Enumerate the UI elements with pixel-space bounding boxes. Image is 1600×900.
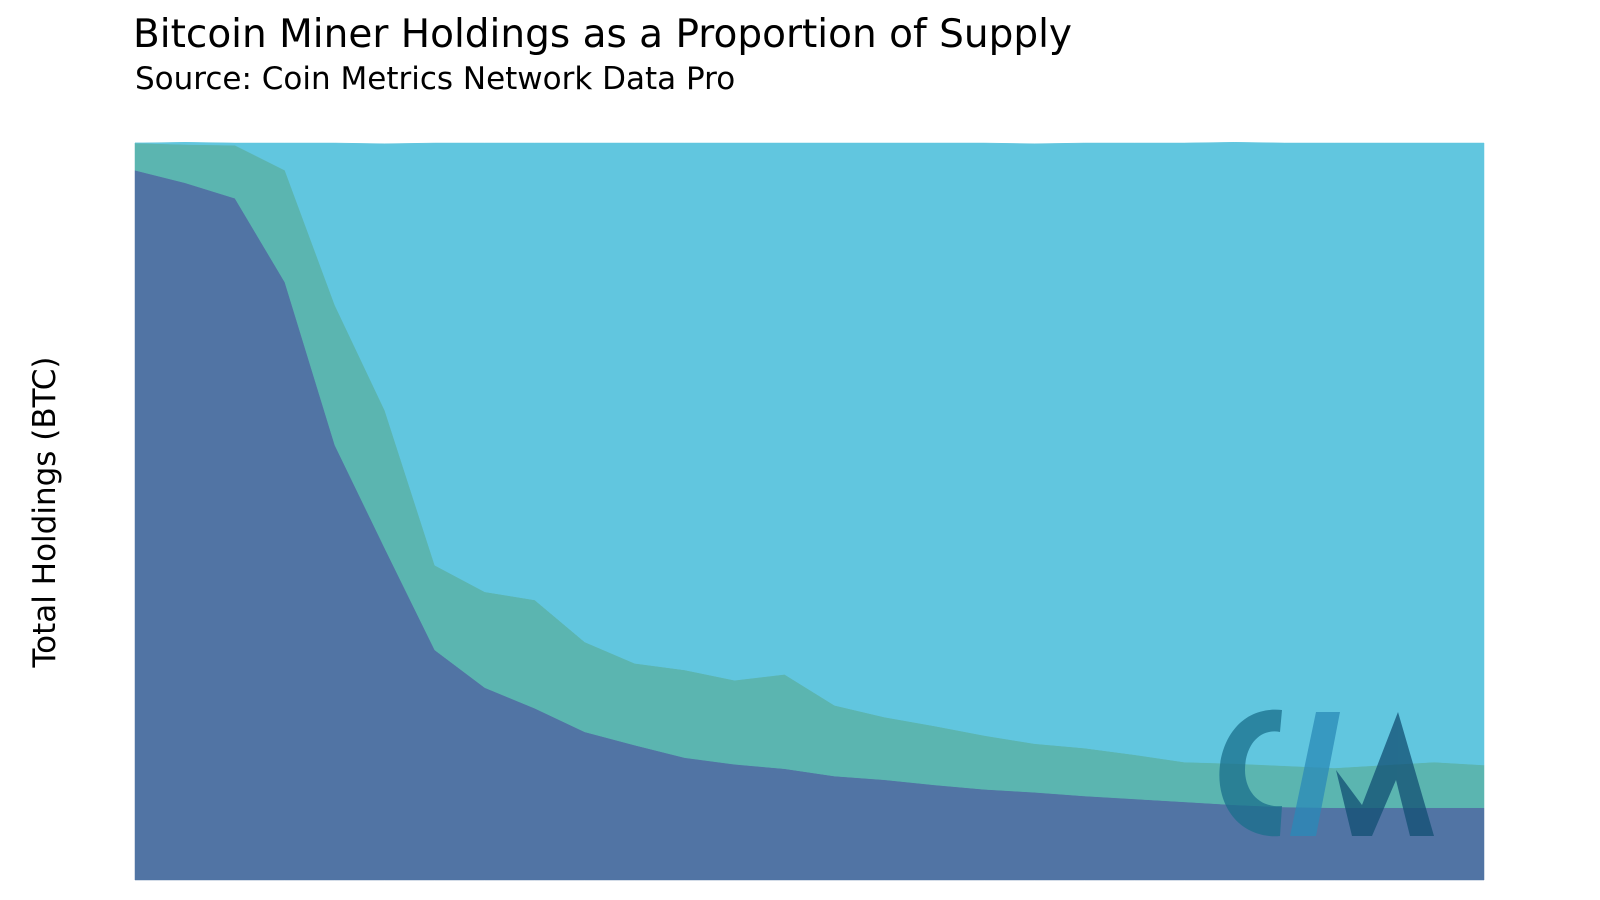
y-axis-label: Total Holdings (BTC) <box>27 357 63 669</box>
area <box>134 142 1485 769</box>
chart-title: Bitcoin Miner Holdings as a Proportion o… <box>133 12 1072 57</box>
logo-m <box>1336 712 1434 836</box>
watermark-logo <box>1219 709 1434 837</box>
chart-subtitle: Source: Coin Metrics Network Data Pro <box>135 61 735 97</box>
logo-slash <box>1290 712 1340 836</box>
plot-area <box>134 142 1485 881</box>
logo-c <box>1219 709 1282 837</box>
